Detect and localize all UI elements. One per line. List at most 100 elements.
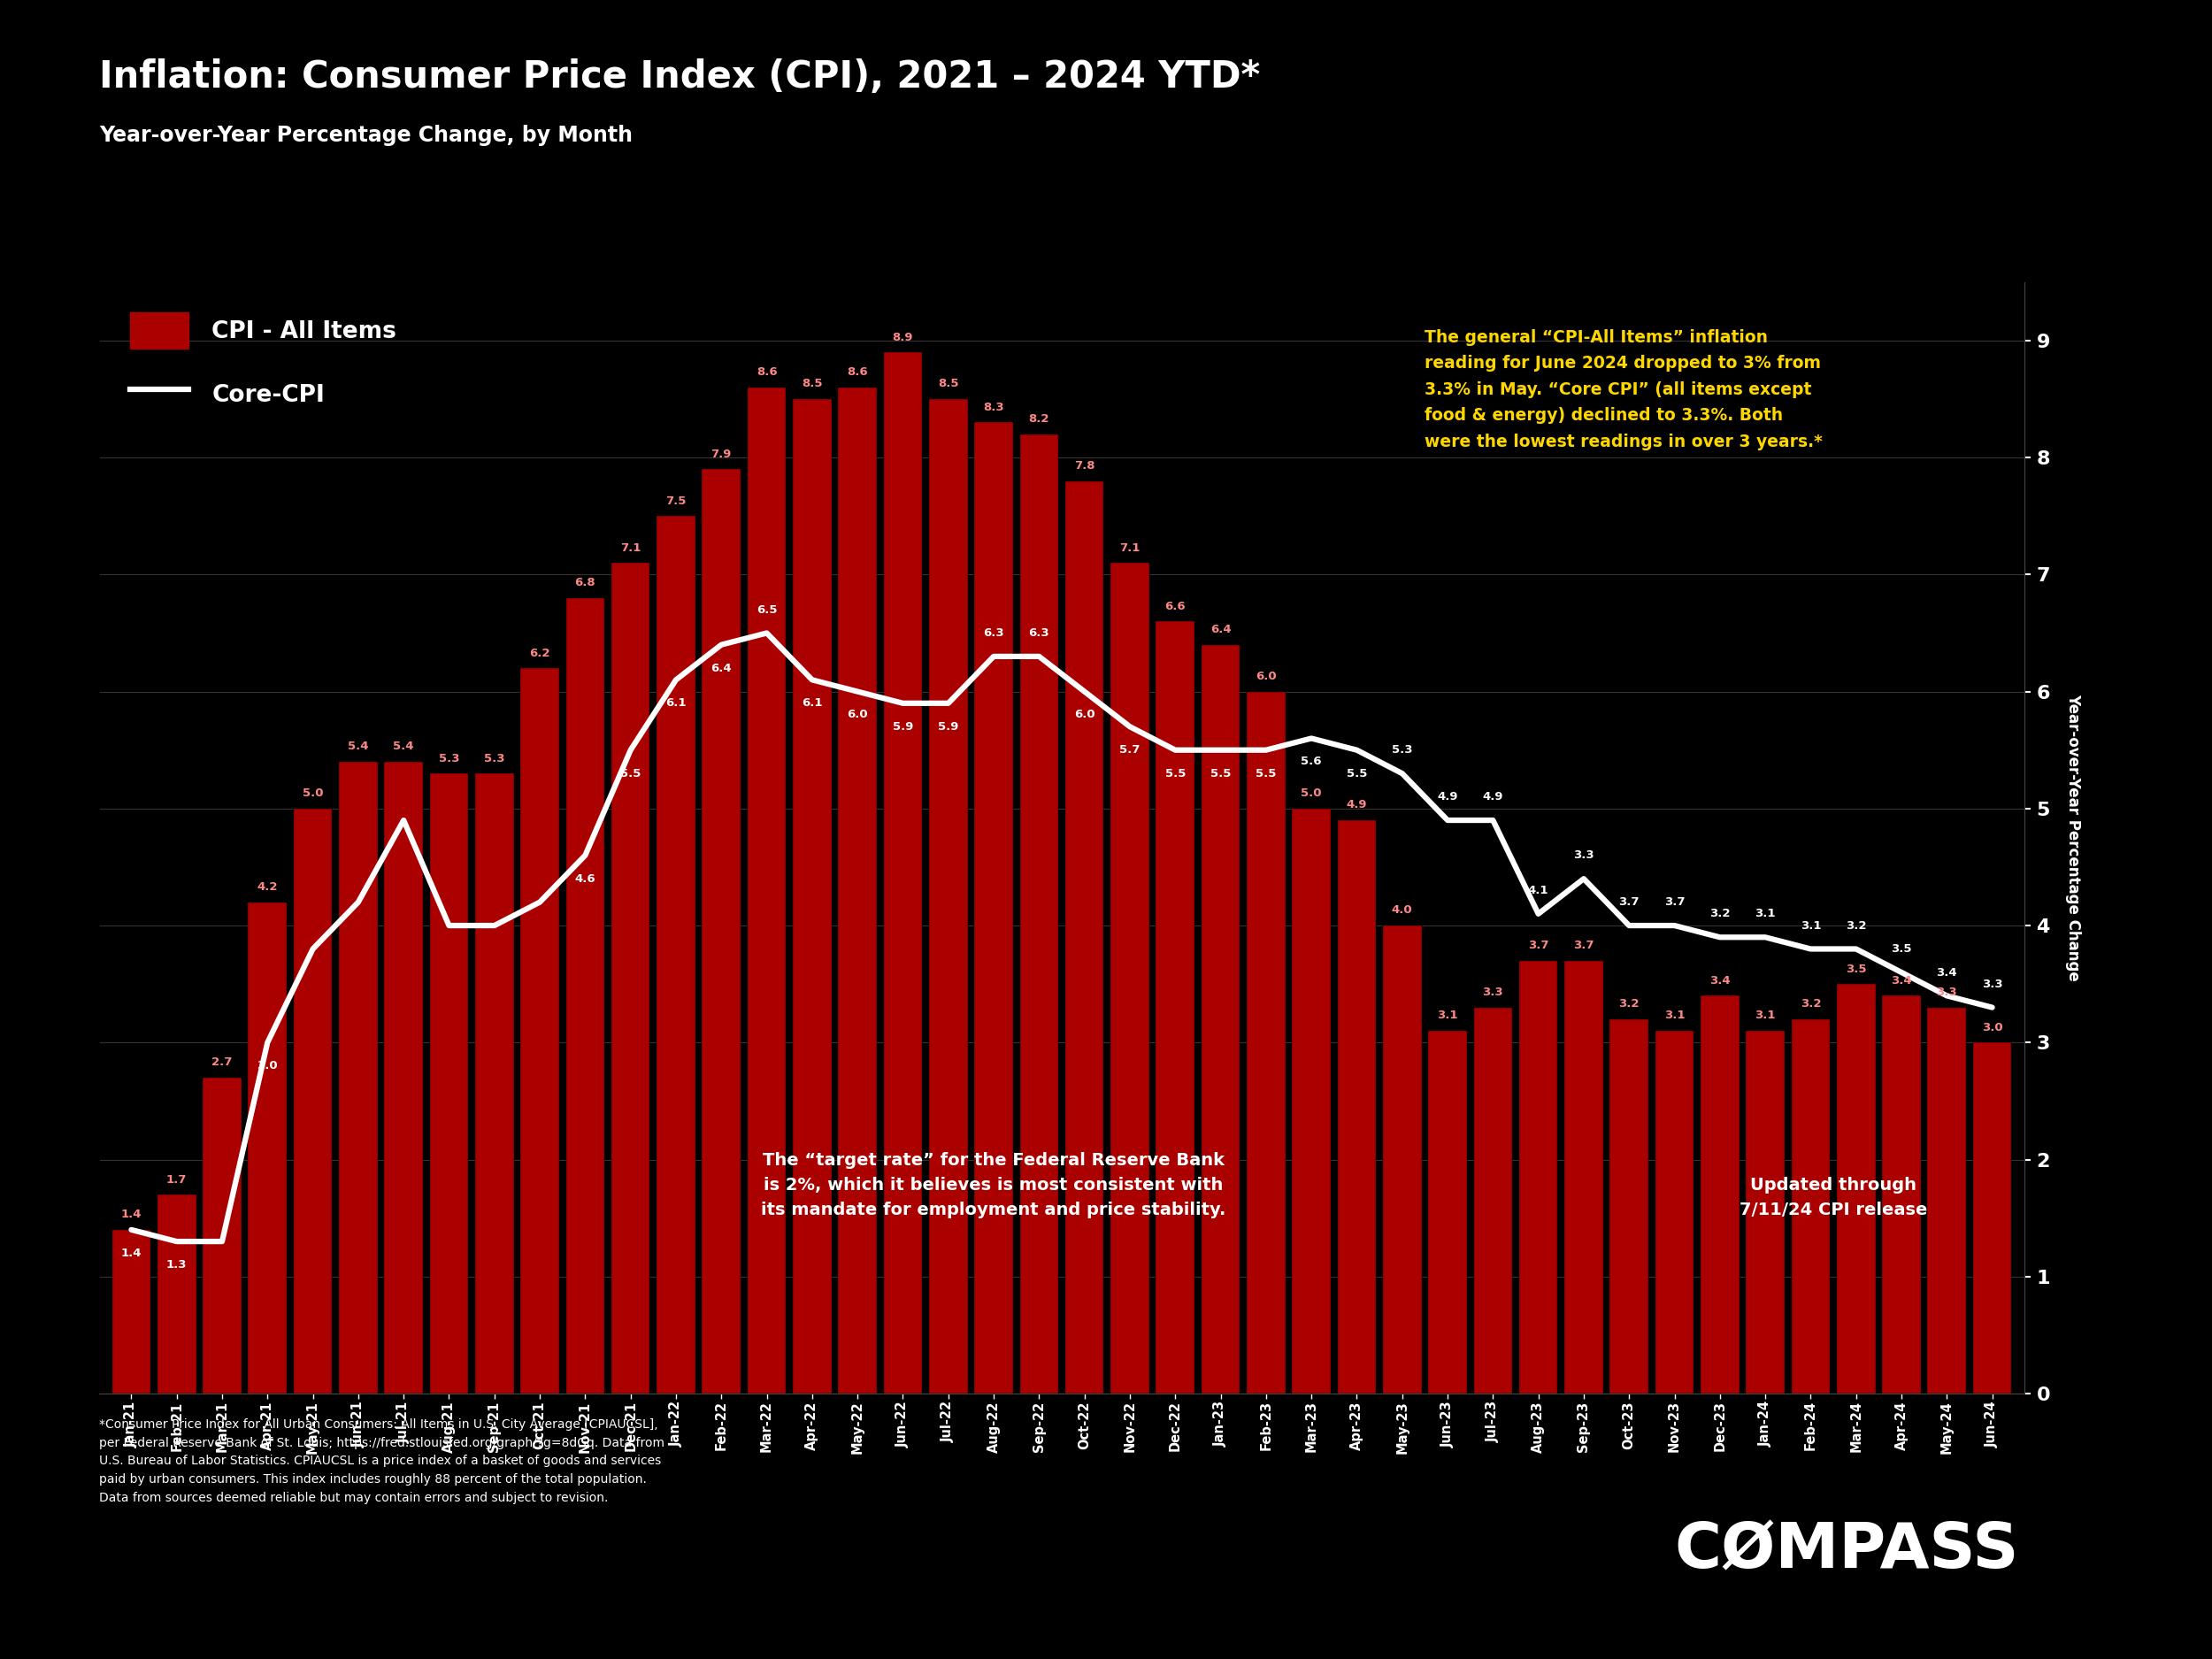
Text: Updated through
7/11/24 CPI release: Updated through 7/11/24 CPI release <box>1739 1176 1927 1218</box>
Text: 7.1: 7.1 <box>619 542 641 554</box>
Text: 3.4: 3.4 <box>1936 967 1958 979</box>
Bar <box>1429 1030 1467 1394</box>
Bar <box>1610 1019 1648 1394</box>
Text: 6.5: 6.5 <box>757 604 776 615</box>
Text: 5.6: 5.6 <box>1301 757 1323 768</box>
Text: 5.5: 5.5 <box>1166 768 1186 780</box>
Bar <box>338 761 378 1394</box>
Text: 3.7: 3.7 <box>1663 896 1686 907</box>
Text: *Consumer Price Index for All Urban Consumers: All Items in U.S. City Average [C: *Consumer Price Index for All Urban Cons… <box>100 1418 666 1503</box>
Text: 5.5: 5.5 <box>1256 768 1276 780</box>
Bar <box>657 516 695 1394</box>
Bar <box>1701 995 1739 1394</box>
Bar <box>1973 1042 2011 1394</box>
Bar <box>611 562 650 1394</box>
Text: 3.1: 3.1 <box>1663 1010 1686 1022</box>
Bar <box>566 597 604 1394</box>
Text: 6.6: 6.6 <box>1166 601 1186 612</box>
Text: 1.7: 1.7 <box>166 1175 188 1185</box>
Bar <box>157 1194 197 1394</box>
Bar <box>1292 808 1332 1394</box>
Bar <box>1338 820 1376 1394</box>
Bar <box>975 423 1013 1394</box>
Text: 4.2: 4.2 <box>257 881 279 893</box>
Bar <box>838 387 876 1394</box>
Text: The “target rate” for the Federal Reserve Bank
is 2%, which it believes is most : The “target rate” for the Federal Reserv… <box>761 1151 1225 1218</box>
Bar <box>1382 926 1422 1394</box>
Text: 4.9: 4.9 <box>1482 791 1504 803</box>
Text: CØMPASS: CØMPASS <box>1674 1521 2020 1581</box>
Text: 4.0: 4.0 <box>1391 904 1413 916</box>
Bar <box>1564 961 1604 1394</box>
Text: 4.9: 4.9 <box>1438 791 1458 803</box>
Bar <box>520 669 560 1394</box>
Text: 3.3: 3.3 <box>1482 987 1504 999</box>
Text: 5.5: 5.5 <box>1210 768 1230 780</box>
Text: 5.3: 5.3 <box>1391 745 1413 757</box>
Text: 3.0: 3.0 <box>1982 1022 2002 1034</box>
Text: 7.8: 7.8 <box>1075 460 1095 471</box>
Text: 8.5: 8.5 <box>938 378 958 390</box>
Bar <box>1745 1030 1785 1394</box>
Text: 6.2: 6.2 <box>529 647 551 659</box>
Text: 3.3: 3.3 <box>1573 849 1595 861</box>
Text: 3.0: 3.0 <box>257 1060 279 1072</box>
Text: 8.6: 8.6 <box>757 367 776 378</box>
Bar <box>1520 961 1557 1394</box>
Text: 5.9: 5.9 <box>894 720 914 732</box>
Text: 7.5: 7.5 <box>666 494 686 506</box>
Bar <box>792 400 832 1394</box>
Bar <box>1836 984 1876 1394</box>
Text: 5.5: 5.5 <box>619 768 641 780</box>
Text: 5.3: 5.3 <box>438 753 460 765</box>
Text: 6.0: 6.0 <box>847 708 867 720</box>
Text: 6.4: 6.4 <box>710 662 732 674</box>
Bar <box>1792 1019 1829 1394</box>
Text: 7.1: 7.1 <box>1119 542 1139 554</box>
Text: 2.7: 2.7 <box>212 1057 232 1068</box>
Text: 1.4: 1.4 <box>122 1209 142 1221</box>
Legend: CPI - All Items, Core-CPI: CPI - All Items, Core-CPI <box>111 294 416 431</box>
Text: 8.6: 8.6 <box>847 367 867 378</box>
Text: 5.9: 5.9 <box>938 720 958 732</box>
Text: 6.8: 6.8 <box>575 577 595 589</box>
Bar <box>929 400 967 1394</box>
Bar <box>248 902 288 1394</box>
Text: 3.3: 3.3 <box>1936 987 1958 999</box>
Bar <box>1110 562 1148 1394</box>
Bar <box>1066 481 1104 1394</box>
Text: 8.2: 8.2 <box>1029 413 1048 425</box>
Text: 3.5: 3.5 <box>1845 964 1867 975</box>
Text: 6.0: 6.0 <box>1075 708 1095 720</box>
Y-axis label: Year-over-Year Percentage Change: Year-over-Year Percentage Change <box>2064 693 2081 982</box>
Bar <box>1020 435 1057 1394</box>
Text: 6.3: 6.3 <box>1029 627 1048 639</box>
Bar <box>1201 645 1241 1394</box>
Bar <box>1248 692 1285 1394</box>
Text: 3.1: 3.1 <box>1438 1010 1458 1022</box>
Text: 6.1: 6.1 <box>801 697 823 708</box>
Text: 6.0: 6.0 <box>1256 670 1276 682</box>
Text: 3.3: 3.3 <box>1982 979 2002 990</box>
Text: 1.4: 1.4 <box>122 1248 142 1259</box>
Text: 8.5: 8.5 <box>801 378 823 390</box>
Bar <box>429 773 469 1394</box>
Bar <box>883 352 922 1394</box>
Bar <box>476 773 513 1394</box>
Bar <box>294 808 332 1394</box>
Bar <box>701 469 741 1394</box>
Bar <box>204 1078 241 1394</box>
Text: 3.7: 3.7 <box>1619 896 1639 907</box>
Text: 5.7: 5.7 <box>1119 745 1139 757</box>
Text: 5.4: 5.4 <box>347 742 369 753</box>
Text: 4.6: 4.6 <box>575 873 595 884</box>
Text: Inflation: Consumer Price Index (CPI), 2021 – 2024 YTD*: Inflation: Consumer Price Index (CPI), 2… <box>100 58 1261 95</box>
Text: 5.4: 5.4 <box>394 742 414 753</box>
Text: 3.4: 3.4 <box>1891 975 1911 987</box>
Text: 6.3: 6.3 <box>982 627 1004 639</box>
Text: 3.2: 3.2 <box>1845 919 1867 931</box>
Bar <box>1473 1007 1513 1394</box>
Text: 8.3: 8.3 <box>982 401 1004 413</box>
Text: 3.2: 3.2 <box>1710 907 1730 919</box>
Text: 3.1: 3.1 <box>1801 919 1820 931</box>
